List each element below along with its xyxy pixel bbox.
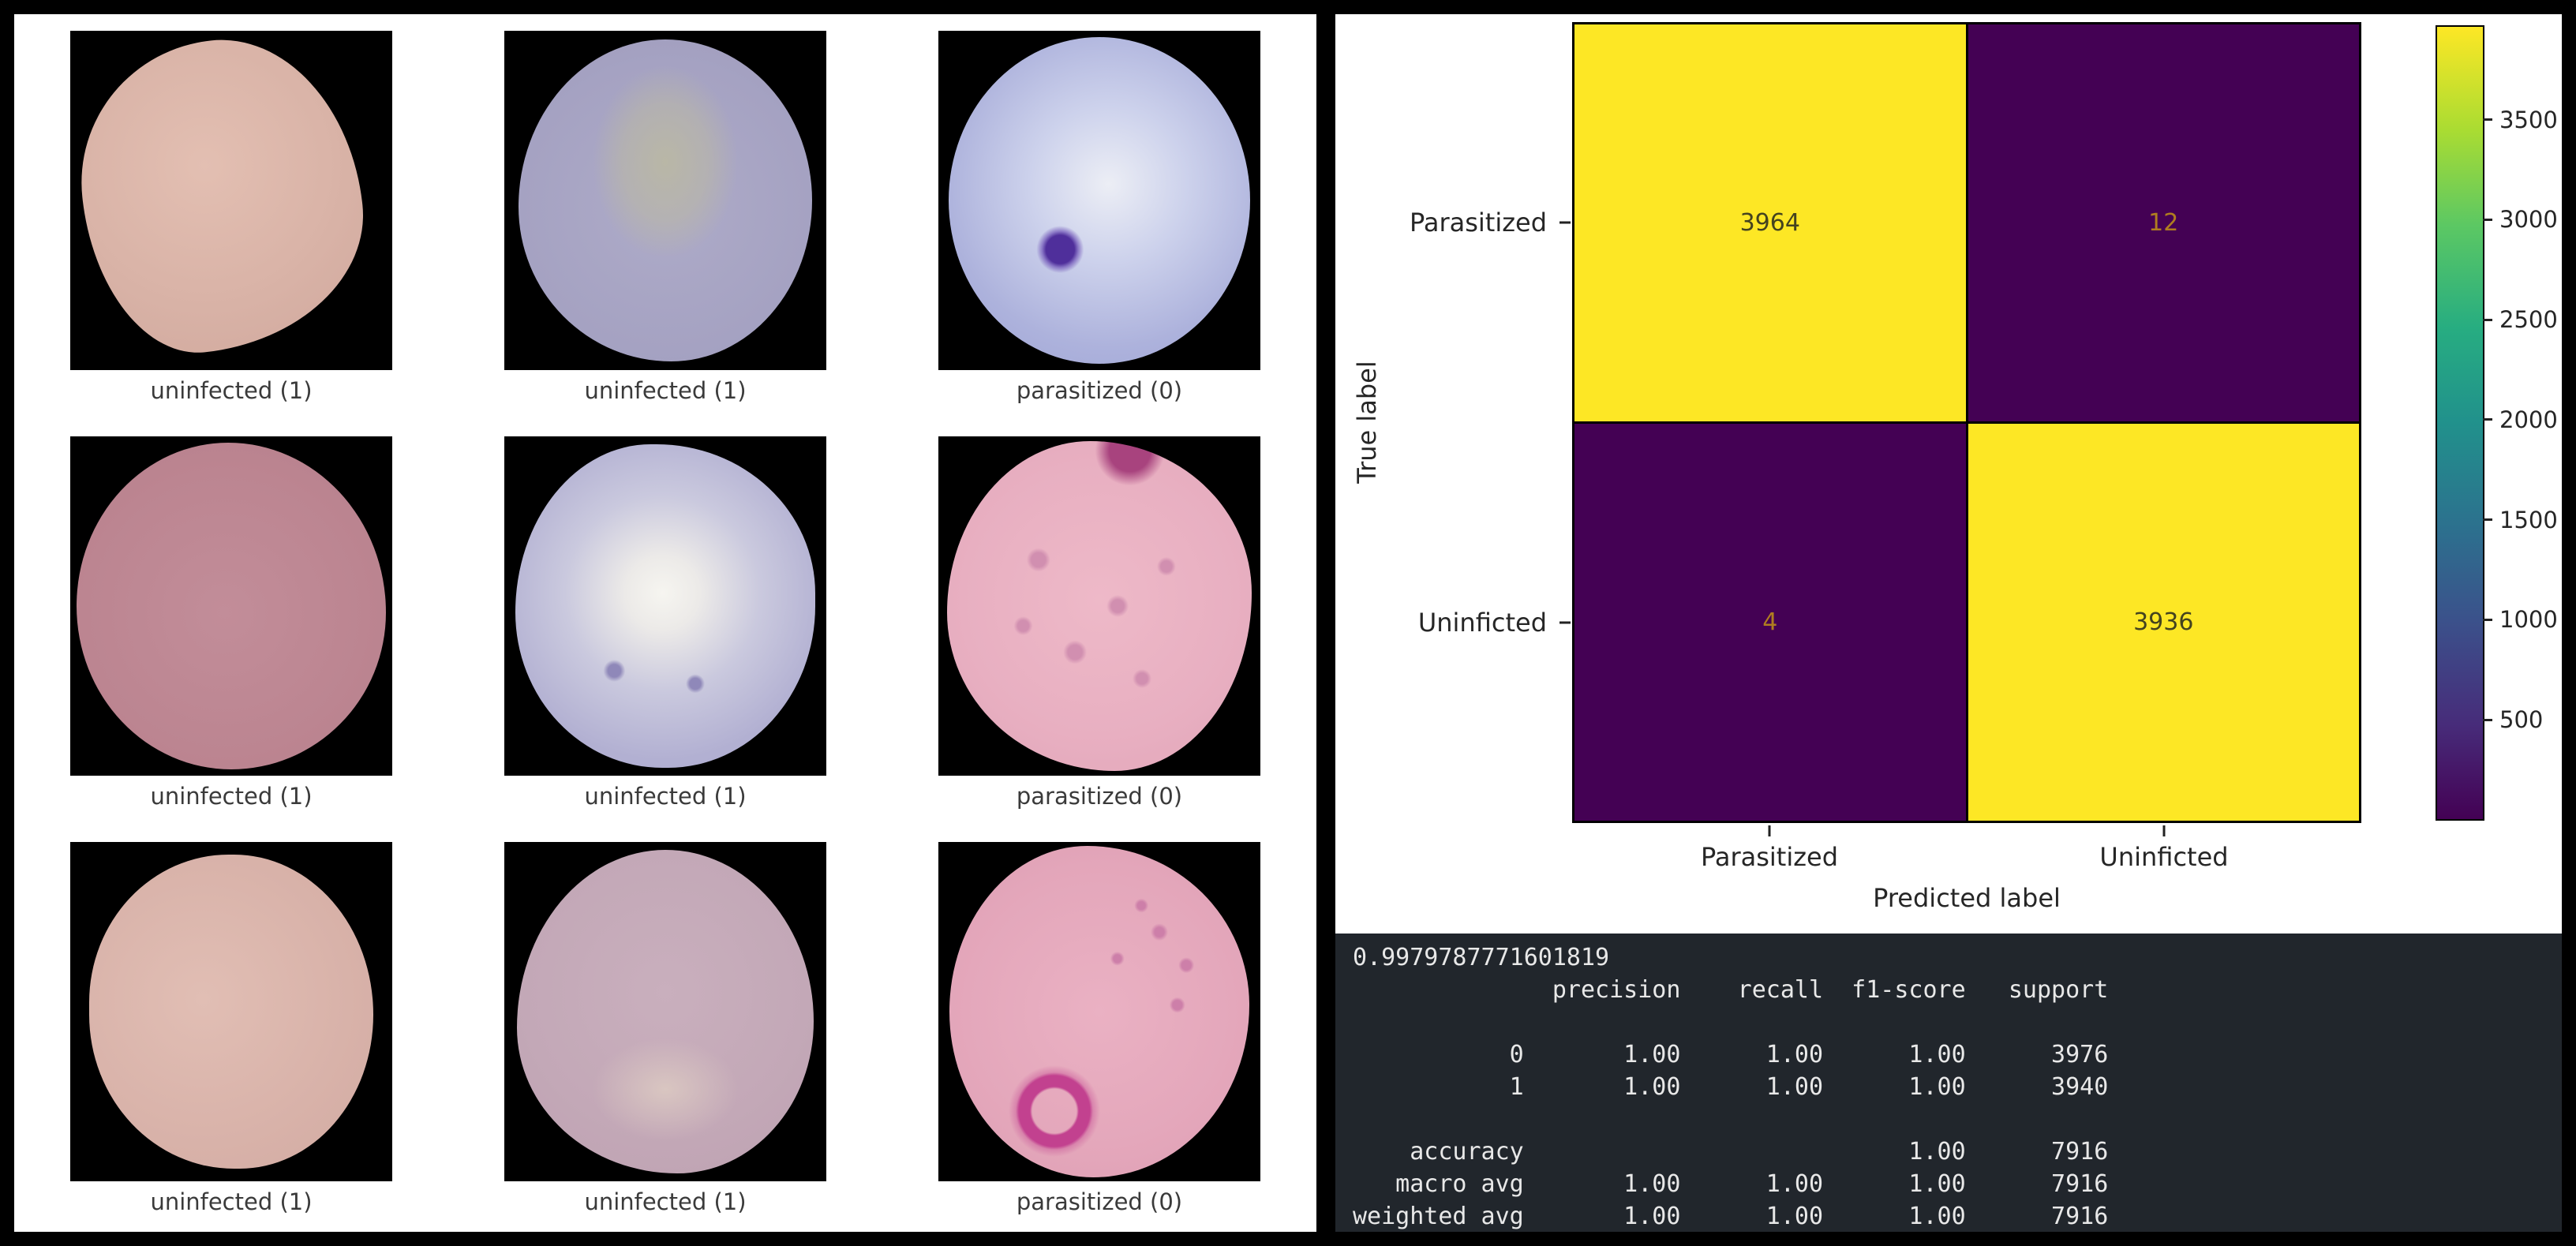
sample-image-box xyxy=(70,436,392,776)
sample-item: parasitized (0) xyxy=(882,14,1316,420)
cell-blob-image xyxy=(77,442,386,769)
results-panel: True label Parasitized Uninficted 3964 1… xyxy=(1335,14,2562,1232)
cell-blob-image xyxy=(515,443,815,768)
sample-image-box xyxy=(938,436,1260,776)
cell-blob-image xyxy=(947,440,1252,771)
sample-item: uninfected (1) xyxy=(448,420,882,825)
colorbar-tick-label: 1000 xyxy=(2499,606,2558,634)
sample-item: parasitized (0) xyxy=(882,420,1316,825)
confusion-matrix-figure: True label Parasitized Uninficted 3964 1… xyxy=(1335,14,2562,934)
cell-blob-image xyxy=(519,39,812,361)
sample-image-box xyxy=(504,30,826,370)
sample-image-box xyxy=(70,30,392,370)
sample-image-box xyxy=(504,436,826,776)
sample-image-box xyxy=(70,842,392,1182)
sample-caption: uninfected (1) xyxy=(150,782,313,810)
colorbar-tick-label: 3000 xyxy=(2499,206,2558,234)
sample-caption: uninfected (1) xyxy=(150,376,313,404)
y-axis-label: True label xyxy=(1352,361,1382,484)
cell-blob-image xyxy=(89,855,373,1169)
colorbar: 500 1000 1500 2000 2500 3000 3500 xyxy=(2436,25,2558,821)
sample-caption: parasitized (0) xyxy=(1016,376,1183,404)
x-tick-label-parasitized: Parasitized xyxy=(1700,842,1839,872)
confusion-matrix: 3964 12 4 3936 xyxy=(1572,22,2361,823)
sample-item: parasitized (0) xyxy=(882,826,1316,1232)
colorbar-tick: 2500 xyxy=(2483,306,2558,333)
colorbar-tick-label: 3500 xyxy=(2499,106,2558,133)
colorbar-tick-label: 1500 xyxy=(2499,506,2558,533)
colorbar-tick-mark xyxy=(2483,418,2492,421)
sample-caption: parasitized (0) xyxy=(1016,1188,1183,1216)
colorbar-tick-label: 500 xyxy=(2499,706,2544,734)
colorbar-tick: 500 xyxy=(2483,706,2543,733)
cell-blob-image xyxy=(70,30,376,363)
sample-item: uninfected (1) xyxy=(14,14,448,420)
sample-image-box xyxy=(938,30,1260,370)
x-tick-mark xyxy=(1768,825,1771,836)
y-tick-mark xyxy=(1559,621,1571,624)
y-tick-mark xyxy=(1559,221,1571,224)
sample-image-box xyxy=(938,842,1260,1182)
sample-image-box xyxy=(504,842,826,1182)
colorbar-tick-label: 2500 xyxy=(2499,306,2558,334)
sample-item: uninfected (1) xyxy=(14,420,448,825)
y-tick-label-parasitized: Parasitized xyxy=(1409,208,1547,238)
colorbar-tick-mark xyxy=(2483,318,2492,321)
sample-item: uninfected (1) xyxy=(14,826,448,1232)
matrix-cell-true-uninficted-pred-parasitized: 4 xyxy=(1574,424,1966,821)
classification-report: 0.9979787771601819 precision recall f1-s… xyxy=(1353,944,2109,1230)
console-output: 0.9979787771601819 precision recall f1-s… xyxy=(1335,934,2562,1232)
colorbar-tick: 1500 xyxy=(2483,507,2558,533)
colorbar-tick: 3000 xyxy=(2483,206,2558,233)
colorbar-tick-label: 2000 xyxy=(2499,406,2558,433)
colorbar-tick-mark xyxy=(2483,518,2492,522)
colorbar-tick-mark xyxy=(2483,618,2492,621)
cell-blob-image xyxy=(517,850,814,1174)
colorbar-tick-mark xyxy=(2483,718,2492,721)
cell-blob-image xyxy=(949,846,1249,1178)
cell-blob-image xyxy=(949,36,1250,364)
x-axis-label: Predicted label xyxy=(1873,883,2061,913)
sample-caption: uninfected (1) xyxy=(150,1188,313,1216)
colorbar-tick: 3500 xyxy=(2483,107,2558,133)
matrix-cell-true-uninficted-pred-uninficted: 3936 xyxy=(1968,424,2359,821)
matrix-cell-true-parasitized-pred-parasitized: 3964 xyxy=(1574,24,1966,421)
sample-caption: uninfected (1) xyxy=(584,376,747,404)
y-tick-label-uninficted: Uninficted xyxy=(1417,608,1547,638)
sample-caption: uninfected (1) xyxy=(584,1188,747,1216)
sample-item: uninfected (1) xyxy=(448,826,882,1232)
sample-grid-panel: uninfected (1) uninfected (1) parasitize… xyxy=(14,14,1316,1232)
colorbar-tick-mark xyxy=(2483,118,2492,122)
matrix-cell-true-parasitized-pred-uninficted: 12 xyxy=(1968,24,2359,421)
sample-caption: uninfected (1) xyxy=(584,782,747,810)
colorbar-tick: 1000 xyxy=(2483,606,2558,633)
sample-item: uninfected (1) xyxy=(448,14,882,420)
colorbar-tick: 2000 xyxy=(2483,406,2558,433)
x-tick-mark xyxy=(2162,825,2166,836)
sample-caption: parasitized (0) xyxy=(1016,782,1183,810)
colorbar-tick-mark xyxy=(2483,218,2492,221)
x-tick-label-uninficted: Uninficted xyxy=(2099,842,2229,872)
